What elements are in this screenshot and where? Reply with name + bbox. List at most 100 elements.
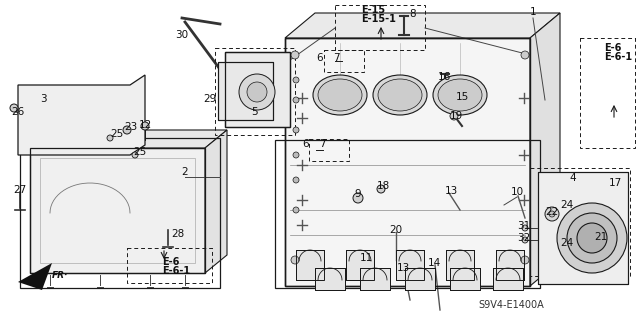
Text: 7: 7 <box>333 53 339 63</box>
Bar <box>405 268 435 290</box>
Circle shape <box>293 152 299 158</box>
Circle shape <box>567 213 617 263</box>
Ellipse shape <box>318 79 362 111</box>
Text: 23: 23 <box>124 122 138 132</box>
Bar <box>530 168 630 276</box>
Circle shape <box>10 104 18 112</box>
Circle shape <box>291 256 299 264</box>
Circle shape <box>291 51 299 59</box>
Text: 10: 10 <box>511 187 524 197</box>
Text: 18: 18 <box>376 181 390 191</box>
Circle shape <box>293 177 299 183</box>
Circle shape <box>557 203 627 273</box>
Circle shape <box>293 97 299 103</box>
Polygon shape <box>18 75 145 155</box>
Bar <box>450 268 480 290</box>
Ellipse shape <box>438 79 482 111</box>
Text: 16: 16 <box>437 72 451 82</box>
Circle shape <box>522 237 528 243</box>
Text: S9V4-E1400A: S9V4-E1400A <box>478 300 544 310</box>
Text: FR·: FR· <box>52 271 68 280</box>
Circle shape <box>123 126 131 134</box>
Text: 13: 13 <box>444 186 458 196</box>
Bar <box>30 148 205 273</box>
Text: 4: 4 <box>570 173 576 183</box>
Text: 26: 26 <box>12 107 24 117</box>
Text: E-15: E-15 <box>361 5 385 15</box>
Bar <box>20 138 220 288</box>
Bar <box>335 5 425 50</box>
Ellipse shape <box>373 75 427 115</box>
Text: 25: 25 <box>110 129 124 139</box>
Bar <box>30 148 205 273</box>
Ellipse shape <box>378 79 422 111</box>
Circle shape <box>293 77 299 83</box>
Bar <box>580 38 635 148</box>
Bar <box>275 140 540 288</box>
Text: E-6-1: E-6-1 <box>162 266 190 276</box>
Bar <box>35 90 45 145</box>
Bar <box>285 38 530 286</box>
Text: 19: 19 <box>449 111 463 121</box>
Circle shape <box>239 74 275 110</box>
Text: 6: 6 <box>317 53 323 63</box>
Bar <box>346 250 374 280</box>
Bar <box>496 250 524 280</box>
Circle shape <box>450 112 458 120</box>
Text: E-15-1: E-15-1 <box>361 14 396 24</box>
Bar <box>493 268 523 290</box>
Bar <box>496 250 524 280</box>
Bar <box>405 268 435 290</box>
Text: 15: 15 <box>456 92 468 102</box>
Circle shape <box>293 127 299 133</box>
Circle shape <box>132 152 138 158</box>
Text: 8: 8 <box>410 9 416 19</box>
Bar <box>538 172 628 284</box>
Bar <box>493 268 523 290</box>
Text: E-6: E-6 <box>162 257 179 267</box>
Text: 22: 22 <box>545 207 559 217</box>
Bar <box>218 62 273 120</box>
Polygon shape <box>30 130 227 148</box>
Polygon shape <box>18 263 52 290</box>
Text: 25: 25 <box>133 147 147 157</box>
Text: 27: 27 <box>13 185 27 195</box>
Bar <box>218 62 273 120</box>
Bar <box>127 248 212 283</box>
Polygon shape <box>205 130 227 273</box>
Bar <box>285 38 530 286</box>
Text: 7: 7 <box>319 139 325 149</box>
Bar <box>315 268 345 290</box>
Ellipse shape <box>433 75 487 115</box>
Circle shape <box>107 135 113 141</box>
Circle shape <box>141 122 149 130</box>
Bar <box>296 250 324 280</box>
Bar <box>538 172 628 284</box>
Circle shape <box>521 51 529 59</box>
Text: 32: 32 <box>517 233 531 243</box>
Text: 30: 30 <box>175 30 189 40</box>
Circle shape <box>353 193 363 203</box>
Text: 3: 3 <box>40 94 46 104</box>
Text: 2: 2 <box>182 167 188 177</box>
Text: 31: 31 <box>517 221 531 231</box>
Text: 6: 6 <box>303 139 309 149</box>
Circle shape <box>577 223 607 253</box>
Text: 5: 5 <box>252 107 259 117</box>
Bar <box>315 268 345 290</box>
Bar <box>85 90 95 145</box>
Bar <box>360 268 390 290</box>
Circle shape <box>247 82 267 102</box>
Bar <box>309 139 349 161</box>
Bar <box>225 52 290 127</box>
Text: 24: 24 <box>561 200 573 210</box>
Ellipse shape <box>313 75 367 115</box>
Bar <box>296 250 324 280</box>
Circle shape <box>522 225 528 231</box>
Polygon shape <box>530 13 560 286</box>
Text: 14: 14 <box>428 258 440 268</box>
Circle shape <box>377 185 385 193</box>
Text: E-6-1: E-6-1 <box>604 52 632 62</box>
Bar <box>446 250 474 280</box>
Text: 12: 12 <box>138 120 152 130</box>
